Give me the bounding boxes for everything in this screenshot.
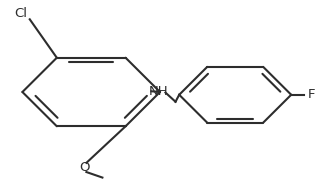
Text: NH: NH	[148, 85, 168, 98]
Text: Cl: Cl	[14, 7, 28, 20]
Text: O: O	[80, 161, 90, 174]
Text: F: F	[308, 88, 316, 101]
